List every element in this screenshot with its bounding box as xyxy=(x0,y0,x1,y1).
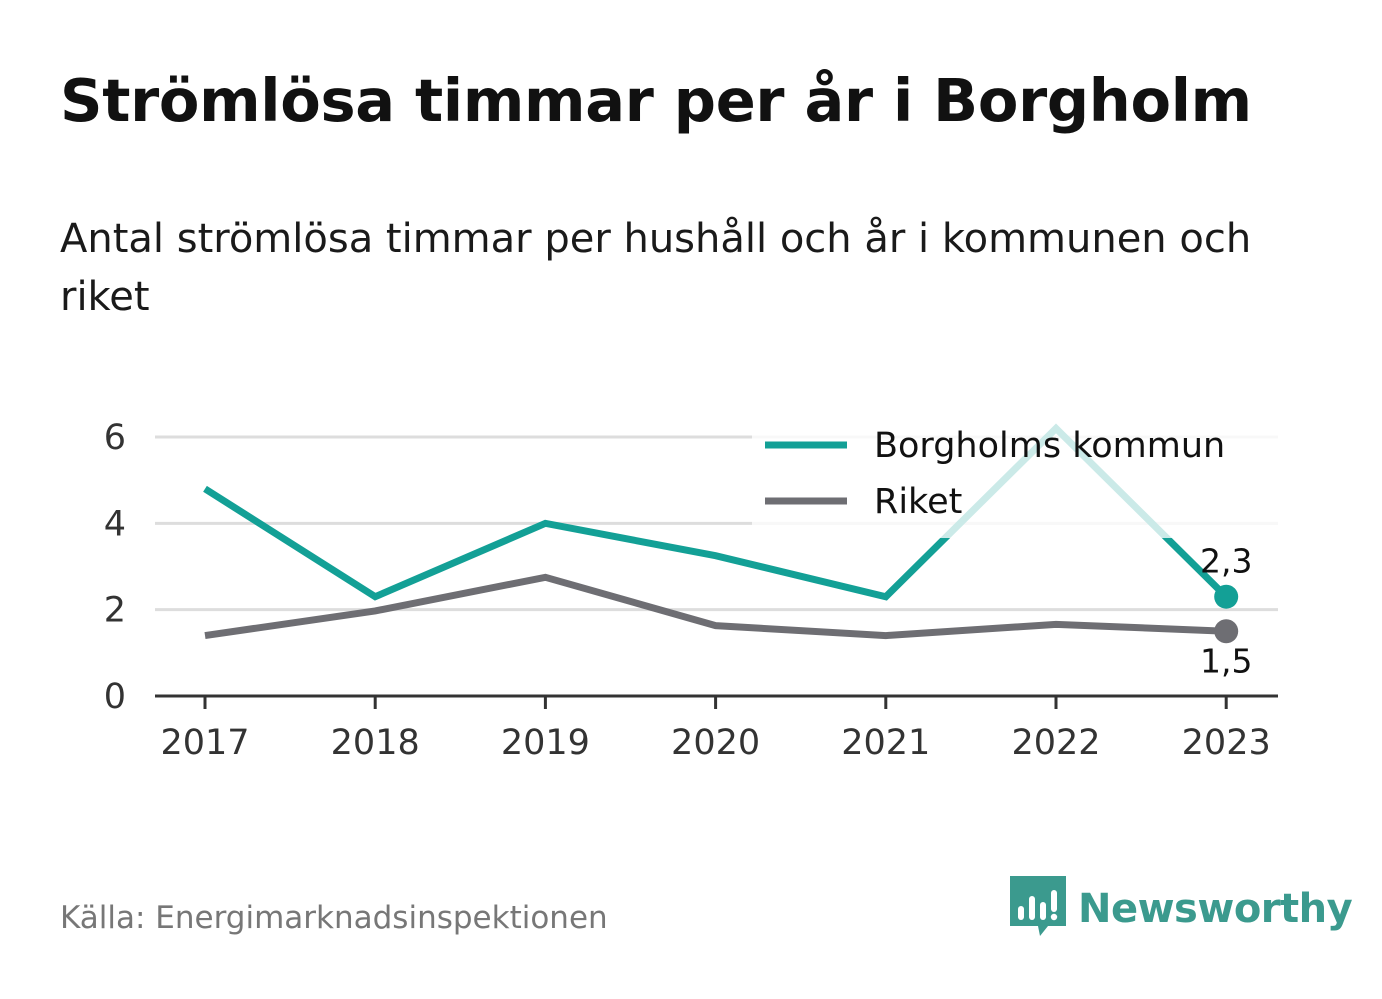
legend: Borgholms kommun Riket xyxy=(765,426,1225,522)
x-tick-label: 2017 xyxy=(160,723,249,763)
y-tick-label: 2 xyxy=(104,591,126,631)
legend-background xyxy=(752,416,1278,538)
x-tick-label: 2020 xyxy=(671,723,760,763)
chart-title: Strömlösa timmar per år i Borgholm xyxy=(60,66,1252,135)
x-axis-ticks: 2017 2018 2019 2020 2021 2022 2023 xyxy=(160,696,1271,763)
x-tick-label: 2018 xyxy=(331,723,420,763)
source-note: Källa: Energimarknadsinspektionen xyxy=(60,900,608,936)
y-tick-label: 6 xyxy=(104,418,126,458)
x-tick-label: 2021 xyxy=(841,723,930,763)
y-tick-label: 4 xyxy=(104,504,126,544)
end-marker xyxy=(1214,584,1239,609)
x-tick-label: 2019 xyxy=(501,723,590,763)
data-labels: 2,3 1,5 xyxy=(1200,542,1252,681)
data-label: 1,5 xyxy=(1200,641,1252,680)
brand-name: Newsworthy xyxy=(1078,886,1353,932)
newsworthy-logo[interactable]: Newsworthy xyxy=(1010,876,1353,942)
x-tick-label: 2022 xyxy=(1011,723,1100,763)
legend-label: Riket xyxy=(874,482,962,522)
chart-subtitle: Antal strömlösa timmar per hushåll och å… xyxy=(60,216,1252,320)
legend-label: Borgholms kommun xyxy=(874,426,1225,466)
end-markers xyxy=(1214,584,1239,644)
x-tick-label: 2023 xyxy=(1182,723,1271,763)
series-line-riket xyxy=(204,573,1227,640)
y-axis-ticks: 0 2 4 6 xyxy=(104,418,126,717)
data-label: 2,3 xyxy=(1200,542,1252,581)
y-tick-label: 0 xyxy=(104,677,126,717)
newsworthy-bar-chart-icon xyxy=(1010,876,1066,936)
end-marker xyxy=(1214,619,1239,644)
